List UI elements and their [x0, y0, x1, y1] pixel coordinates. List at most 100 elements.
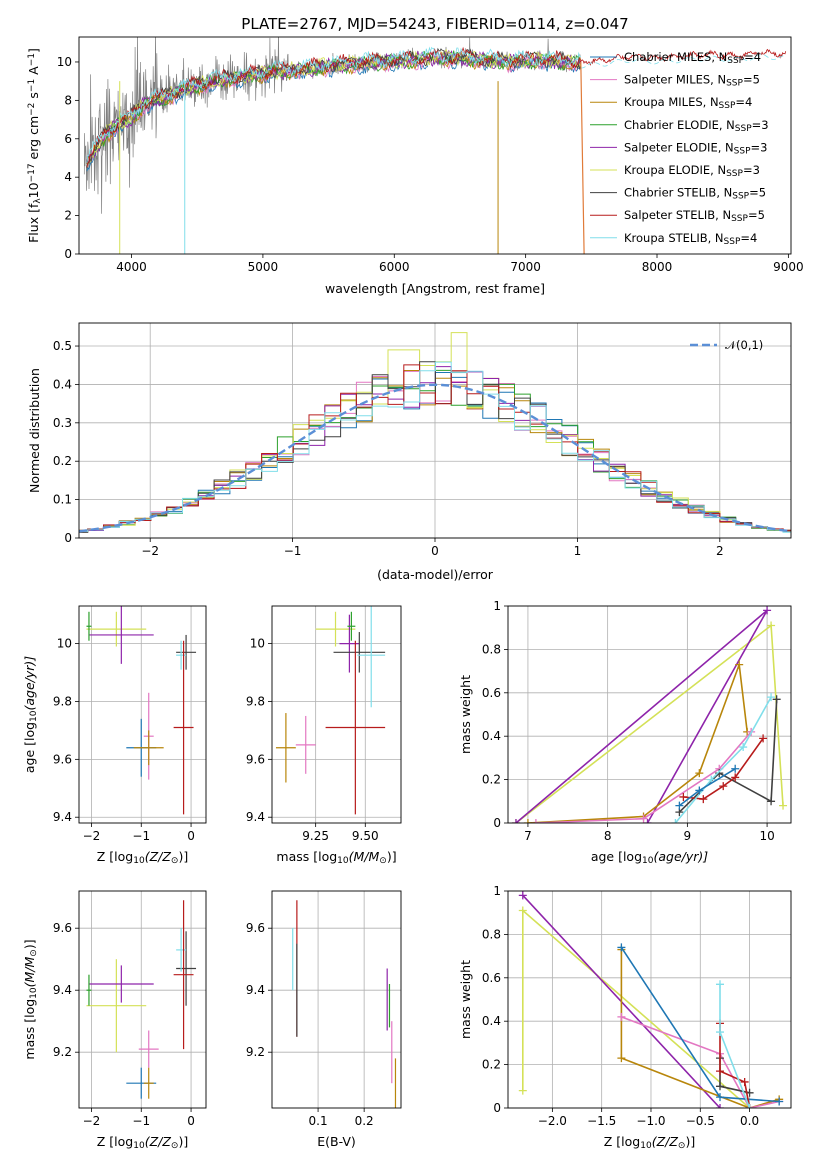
legend-entry-kroupa_elodie: Kroupa ELODIE, NSSP=3	[624, 163, 760, 179]
weight-marker-chabrier_miles	[617, 943, 626, 952]
x-tick-label: 0	[187, 1114, 195, 1128]
legend-entry-kroupa_miles: Kroupa MILES, NSSP=4	[624, 95, 752, 111]
weight-marker-kroupa_stelib	[745, 1104, 754, 1108]
label-part: wavelength [Angstrom, rest frame]	[325, 281, 545, 296]
weight-marker-salpeter_miles	[617, 1012, 626, 1021]
label-part: 10	[29, 710, 39, 722]
label-part: mass [log	[276, 849, 337, 864]
weight-marker-kroupa_miles	[695, 769, 704, 778]
x-tick-label: −1	[284, 544, 302, 558]
gaussian-curve	[79, 383, 791, 533]
weight-line-kroupa_elodie	[515, 623, 784, 823]
axes-frame	[507, 605, 792, 824]
hist-chabrier_elodie	[79, 369, 791, 531]
x-tick-label: 9.50	[352, 829, 379, 843]
y-tick-label: 0.6	[482, 686, 501, 700]
weight-line-salpeter_miles	[535, 731, 752, 823]
y-tick-label: 1	[493, 884, 501, 898]
weight-marker-salpeter_stelib	[731, 773, 740, 782]
x-tick-label: 7	[524, 829, 532, 843]
weight-line-kroupa_miles	[527, 664, 748, 823]
weight-marker-salpeter_miles	[639, 814, 648, 823]
axes-frame	[507, 890, 792, 1109]
hist-chabrier_stelib	[79, 361, 791, 533]
x-axis-label: Z [log10(Z/Z⊙)]	[604, 1134, 695, 1151]
label-part: Salpeter ELODIE, N	[624, 140, 734, 154]
y-tick-label: 9.6	[246, 752, 265, 766]
plot-area	[86, 606, 197, 815]
weight-marker-kroupa_stelib	[739, 743, 748, 752]
y-tick-label: 0.3	[53, 416, 72, 430]
label-part: 10	[642, 856, 654, 866]
y-tick-label: 0	[64, 531, 72, 545]
label-part: Chabrier STELIB, N	[624, 186, 732, 200]
y-tick-label: 9.8	[246, 694, 265, 708]
label-part: ]	[26, 48, 41, 53]
label-part: =4	[744, 50, 761, 64]
y-tick-label: 0	[64, 247, 72, 261]
weight-marker-kroupa_elodie	[779, 801, 788, 810]
label-part: Kroupa MILES, N	[624, 95, 719, 109]
weight-marker-chabrier_stelib	[772, 695, 781, 704]
label-part: SSP	[727, 56, 744, 66]
x-tick-label: 7000	[510, 260, 541, 274]
y-tick-label: 0.2	[482, 773, 501, 787]
y-tick-label: 6	[64, 132, 72, 146]
weight-marker-kroupa_miles	[735, 660, 744, 669]
label-part: Chabrier MILES, N	[624, 50, 727, 64]
panel-spectrum: 4000 5000 6000 7000 8000 9000 0 2 4 6 8 10 Chabrier …	[26, 36, 804, 296]
y-tick-label: 0.4	[482, 1014, 501, 1028]
label-part: SSP	[719, 101, 736, 111]
label-part: SSP	[731, 214, 748, 224]
x-tick-label: 9	[684, 829, 692, 843]
x-tick-label: 9.25	[302, 829, 329, 843]
y-tick-label: 0.4	[53, 377, 72, 391]
label-part: (Z/Z	[652, 1134, 679, 1149]
x-tick-label: 8	[604, 829, 612, 843]
weight-line-kroupa_miles	[620, 949, 780, 1108]
legend-entry-salpeter_stelib: Salpeter STELIB, NSSP=5	[624, 208, 765, 224]
label-part: 10	[133, 1141, 145, 1151]
x-axis-label: E(B-V)	[317, 1134, 356, 1149]
legend-entry-chabrier_stelib: Chabrier STELIB, NSSP=5	[624, 186, 766, 202]
weight-marker-chabrier_miles	[716, 1093, 725, 1102]
y-tick-label: 9.2	[246, 1045, 265, 1059]
y-tick-label: 0.8	[482, 927, 501, 941]
y-axis-label: Normed distribution	[27, 368, 42, 493]
y-axis-label: age [log10(age/yr)]	[22, 656, 39, 773]
legend-entry-chabrier_miles: Chabrier MILES, NSSP=4	[624, 50, 761, 66]
panel-mass_vs_ebv: 0.1 0.2 9.2 9.4 9.6 E(B-V)	[246, 890, 402, 1149]
weight-marker-kroupa_miles	[617, 1054, 626, 1063]
x-axis-label: Z [log10(Z/Z⊙)]	[97, 849, 188, 866]
label-part: 10	[640, 1141, 652, 1151]
label-part: )]	[178, 849, 188, 864]
label-part: 10	[29, 987, 39, 999]
y-tick-label: 1	[493, 599, 501, 613]
weight-marker-salpeter_stelib	[719, 782, 728, 791]
weight-marker-salpeter_elodie	[716, 1104, 725, 1108]
x-tick-label: 0.0	[740, 1114, 759, 1128]
label-part: SSP	[732, 192, 749, 202]
axes-frame	[271, 605, 402, 824]
x-tick-label: −1	[132, 1114, 150, 1128]
plot-area	[292, 900, 397, 1108]
label-part: s	[26, 92, 41, 103]
plot-area	[511, 606, 788, 823]
axes-frame	[78, 36, 792, 255]
y-tick-label: 9.2	[53, 1045, 72, 1059]
weight-line-salpeter_elodie	[515, 609, 768, 823]
label-part: SSP	[735, 124, 752, 134]
y-tick-label: 8	[64, 93, 72, 107]
label-part: E(B-V)	[317, 1134, 356, 1149]
y-tick-label: 0.5	[53, 339, 72, 353]
x-tick-label: −1.5	[587, 1114, 616, 1128]
y-axis-label: mass weight	[458, 675, 473, 754]
label-part: 10	[133, 856, 145, 866]
weight-marker-kroupa_stelib	[716, 980, 725, 989]
label-part: Z [log	[97, 1134, 133, 1149]
weight-line-kroupa_stelib	[674, 696, 772, 823]
